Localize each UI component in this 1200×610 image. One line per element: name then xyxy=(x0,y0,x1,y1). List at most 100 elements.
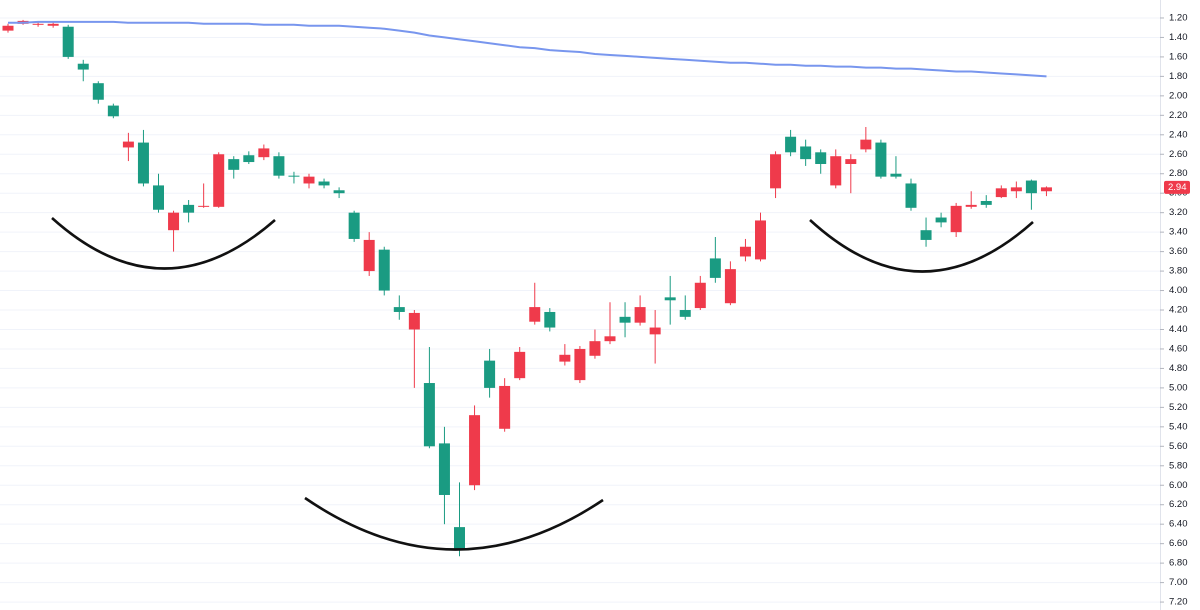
candle-body xyxy=(333,190,345,194)
candle-body xyxy=(980,200,992,205)
candle-body xyxy=(363,239,375,272)
pattern-arc xyxy=(304,496,604,551)
y-tick-label: 4.80 xyxy=(1169,363,1188,374)
y-tick-label: 6.60 xyxy=(1169,538,1188,549)
pattern-arc xyxy=(51,217,276,270)
candle-body xyxy=(213,154,225,207)
y-tick-label: 6.00 xyxy=(1169,480,1188,491)
last-price-badge xyxy=(1164,180,1190,194)
candle-body xyxy=(694,282,706,309)
plot-area xyxy=(2,19,1052,557)
y-tick-label: 5.80 xyxy=(1169,460,1188,471)
candle-body xyxy=(122,141,134,148)
y-tick-label: 5.60 xyxy=(1169,441,1188,452)
candle-body xyxy=(514,351,526,379)
y-tick-label: 3.60 xyxy=(1169,246,1188,257)
candle-body xyxy=(393,307,405,312)
candle-body xyxy=(785,136,797,153)
moving-average-line xyxy=(8,20,1047,78)
y-tick-label: 1.40 xyxy=(1169,32,1188,43)
price-axis: 1.201.401.601.802.002.202.402.602.803.00… xyxy=(1160,12,1190,608)
candle-body xyxy=(258,148,270,158)
candle-body xyxy=(243,155,255,163)
last-price-label: 2.94 xyxy=(1168,182,1187,193)
candle-body xyxy=(1040,187,1052,192)
candle-body xyxy=(469,415,481,486)
y-tick-label: 2.20 xyxy=(1169,110,1188,121)
candle-body xyxy=(950,205,962,233)
candle-body xyxy=(770,154,782,189)
y-tick-label: 2.60 xyxy=(1169,149,1188,160)
candle-body xyxy=(32,23,44,25)
y-tick-label: 6.20 xyxy=(1169,499,1188,510)
candle-body xyxy=(830,156,842,186)
candle-body xyxy=(664,297,676,301)
candle-body xyxy=(995,188,1007,198)
candle-body xyxy=(2,25,14,31)
y-tick-label: 5.20 xyxy=(1169,402,1188,413)
y-tick-label: 6.80 xyxy=(1169,558,1188,569)
candle-body xyxy=(1010,187,1022,192)
candle-body xyxy=(755,220,766,260)
candle-body xyxy=(454,527,465,551)
candle-body xyxy=(183,204,195,213)
candle-body xyxy=(619,316,631,323)
candle-body xyxy=(890,173,902,177)
candle-body xyxy=(47,23,59,26)
candle-body xyxy=(860,139,872,150)
candle-body xyxy=(559,354,571,362)
y-tick-label: 7.20 xyxy=(1169,597,1188,608)
candle-body xyxy=(634,307,646,323)
candle-body xyxy=(604,336,616,342)
y-tick-label: 7.00 xyxy=(1169,577,1188,588)
y-tick-label: 4.20 xyxy=(1169,305,1188,316)
pattern-arc xyxy=(809,219,1034,273)
candle-body xyxy=(574,348,586,381)
y-tick-label: 4.40 xyxy=(1169,324,1188,335)
candle-body xyxy=(724,269,736,304)
candle-body xyxy=(709,258,721,278)
candle-body xyxy=(77,63,89,70)
candle-body xyxy=(905,183,917,208)
candle-body xyxy=(198,205,210,207)
candle-body xyxy=(484,360,496,388)
candle-body xyxy=(800,146,812,160)
candle-body xyxy=(423,383,435,447)
candle-body xyxy=(1025,180,1037,194)
y-tick-label: 1.80 xyxy=(1169,71,1188,82)
candle-body xyxy=(318,181,330,186)
candle-body xyxy=(303,176,315,184)
y-tick-label: 6.40 xyxy=(1169,519,1188,530)
candle-body xyxy=(62,26,74,57)
y-tick-label: 2.00 xyxy=(1169,90,1188,101)
candle-body xyxy=(153,185,164,210)
y-tick-label: 1.20 xyxy=(1169,12,1188,23)
candle-body xyxy=(228,159,240,170)
y-tick-label: 5.40 xyxy=(1169,421,1188,432)
y-tick-label: 3.40 xyxy=(1169,227,1188,238)
y-tick-label: 3.20 xyxy=(1169,207,1188,218)
candle-body xyxy=(965,204,977,207)
candle-body xyxy=(920,230,932,240)
candle-body xyxy=(815,152,827,164)
candle-body xyxy=(544,311,556,328)
candle-body xyxy=(679,310,691,317)
candle-body xyxy=(378,249,390,291)
candle-body xyxy=(92,83,104,100)
candle-body xyxy=(589,341,601,356)
candle-body xyxy=(529,307,541,322)
candle-body xyxy=(499,385,511,429)
candle-body xyxy=(649,327,661,335)
y-tick-label: 2.80 xyxy=(1169,168,1188,179)
candle-body xyxy=(288,175,300,177)
y-tick-label: 2.40 xyxy=(1169,129,1188,140)
candle-body xyxy=(845,159,857,164)
candle-body xyxy=(168,212,180,231)
y-tick-label: 5.00 xyxy=(1169,382,1188,393)
candle-body xyxy=(273,156,285,176)
candle-body xyxy=(408,312,420,330)
y-tick-label: 1.60 xyxy=(1169,51,1188,62)
candle-body xyxy=(438,443,450,495)
